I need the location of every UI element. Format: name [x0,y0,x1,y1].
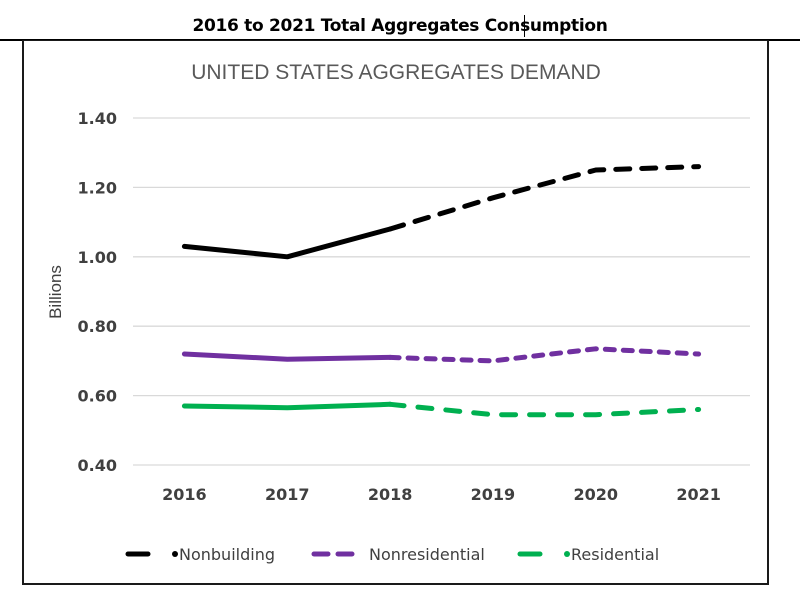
data-point-nonresidential [284,356,290,362]
x-tick-label: 2017 [265,485,310,504]
y-tick-label: 0.40 [78,456,117,475]
legend-label: Residential [571,545,659,564]
data-point-nonbuilding [181,243,187,249]
data-point-nonresidential [387,354,393,360]
y-tick-label: 0.60 [78,387,117,406]
series-line-nonbuilding-projected [387,164,702,232]
y-axis-label: Billions [46,265,65,319]
x-tick-label: 2021 [676,485,721,504]
series-line-residential-projected [387,401,702,418]
y-tick-label: 0.80 [78,317,117,336]
legend-label: Nonresidential [369,545,485,564]
data-point-nonresidential [696,351,702,357]
legend-item-nonresidential[interactable]: Nonresidential [311,545,485,564]
legend-swatch-dot [172,551,178,557]
chart-title: UNITED STATES AGGREGATES DEMAND [191,61,601,84]
data-point-nonbuilding [284,254,290,260]
data-point-nonbuilding [696,164,702,170]
text-cursor [524,15,525,37]
data-point-residential [490,412,496,418]
data-point-nonbuilding [593,167,599,173]
data-point-residential [696,406,702,412]
y-tick-label: 1.40 [78,109,117,128]
document-heading: 2016 to 2021 Total Aggregates Consumptio… [192,16,608,36]
x-tick-label: 2016 [162,485,207,504]
data-point-nonbuilding [490,195,496,201]
series-line-nonresidential-projected [387,346,702,364]
data-point-residential [593,412,599,418]
x-tick-label: 2019 [471,485,516,504]
data-point-residential [181,403,187,409]
data-point-nonresidential [593,346,599,352]
data-point-residential [387,401,393,407]
x-tick-label: 2018 [368,485,413,504]
legend-item-nonbuilding[interactable]: Nonbuilding [125,545,275,564]
legend-label: Nonbuilding [179,545,275,564]
chart-frame[interactable] [22,40,769,585]
legend-swatch-dot [564,551,570,557]
data-point-nonresidential [490,358,496,364]
series-line-nonresidential-actual [181,351,393,362]
series-line-residential-actual [181,401,393,411]
y-tick-label: 1.00 [78,248,117,267]
legend-item-residential[interactable]: Residential [517,545,659,564]
data-point-residential [284,405,290,411]
x-tick-label: 2020 [573,485,618,504]
y-tick-label: 1.20 [78,178,117,197]
data-point-nonbuilding [387,226,393,232]
data-point-nonresidential [181,351,187,357]
series-line-nonbuilding-actual [181,226,393,260]
